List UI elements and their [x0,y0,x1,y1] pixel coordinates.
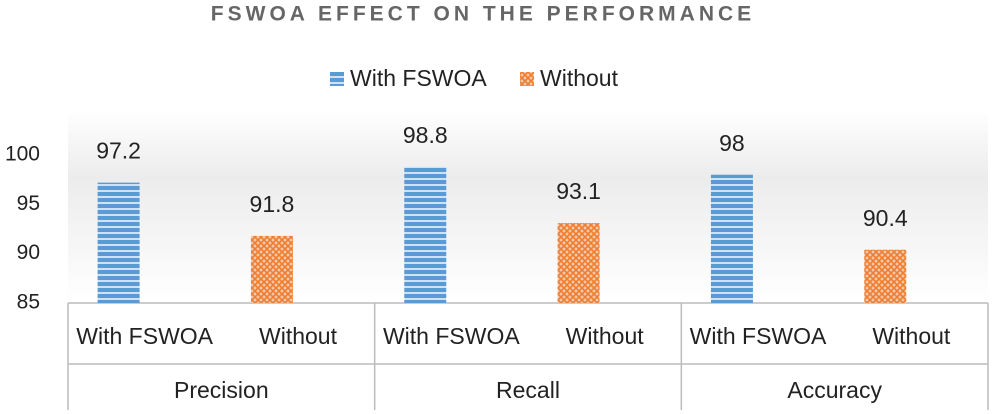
value-label: 91.8 [250,191,295,217]
bar [557,223,600,303]
y-tick-label: 85 [17,291,40,314]
value-label: 97.2 [96,138,141,164]
x-tick-label: With FSWOA [383,323,520,349]
legend-label: Without [540,65,619,91]
legend-label: With FSWOA [350,65,487,91]
bar [250,235,293,303]
x-tick-label: Without [872,323,951,349]
x-tick-label: With FSWOA [690,323,827,349]
y-tick-label: 90 [17,241,40,264]
bar [864,249,907,303]
y-tick-label: 95 [17,192,40,215]
x-group-label: Accuracy [787,377,882,403]
legend-swatch [520,72,534,86]
plot-area [68,110,988,303]
chart-title: FSWOA EFFECT ON THE PERFORMANCE [211,3,755,26]
value-label: 98.8 [403,122,448,148]
y-tick-label: 100 [5,143,40,166]
bar [404,166,447,303]
value-label: 93.1 [556,178,601,204]
value-label: 90.4 [863,205,908,231]
x-tick-label: Without [259,323,338,349]
x-tick-label: Without [566,323,645,349]
legend-swatch [330,72,344,86]
value-label: 98 [719,130,745,156]
x-group-label: Recall [496,377,560,403]
x-group-label: Precision [174,377,269,403]
x-tick-label: With FSWOA [76,323,213,349]
bar [97,182,140,303]
bar [710,174,753,303]
